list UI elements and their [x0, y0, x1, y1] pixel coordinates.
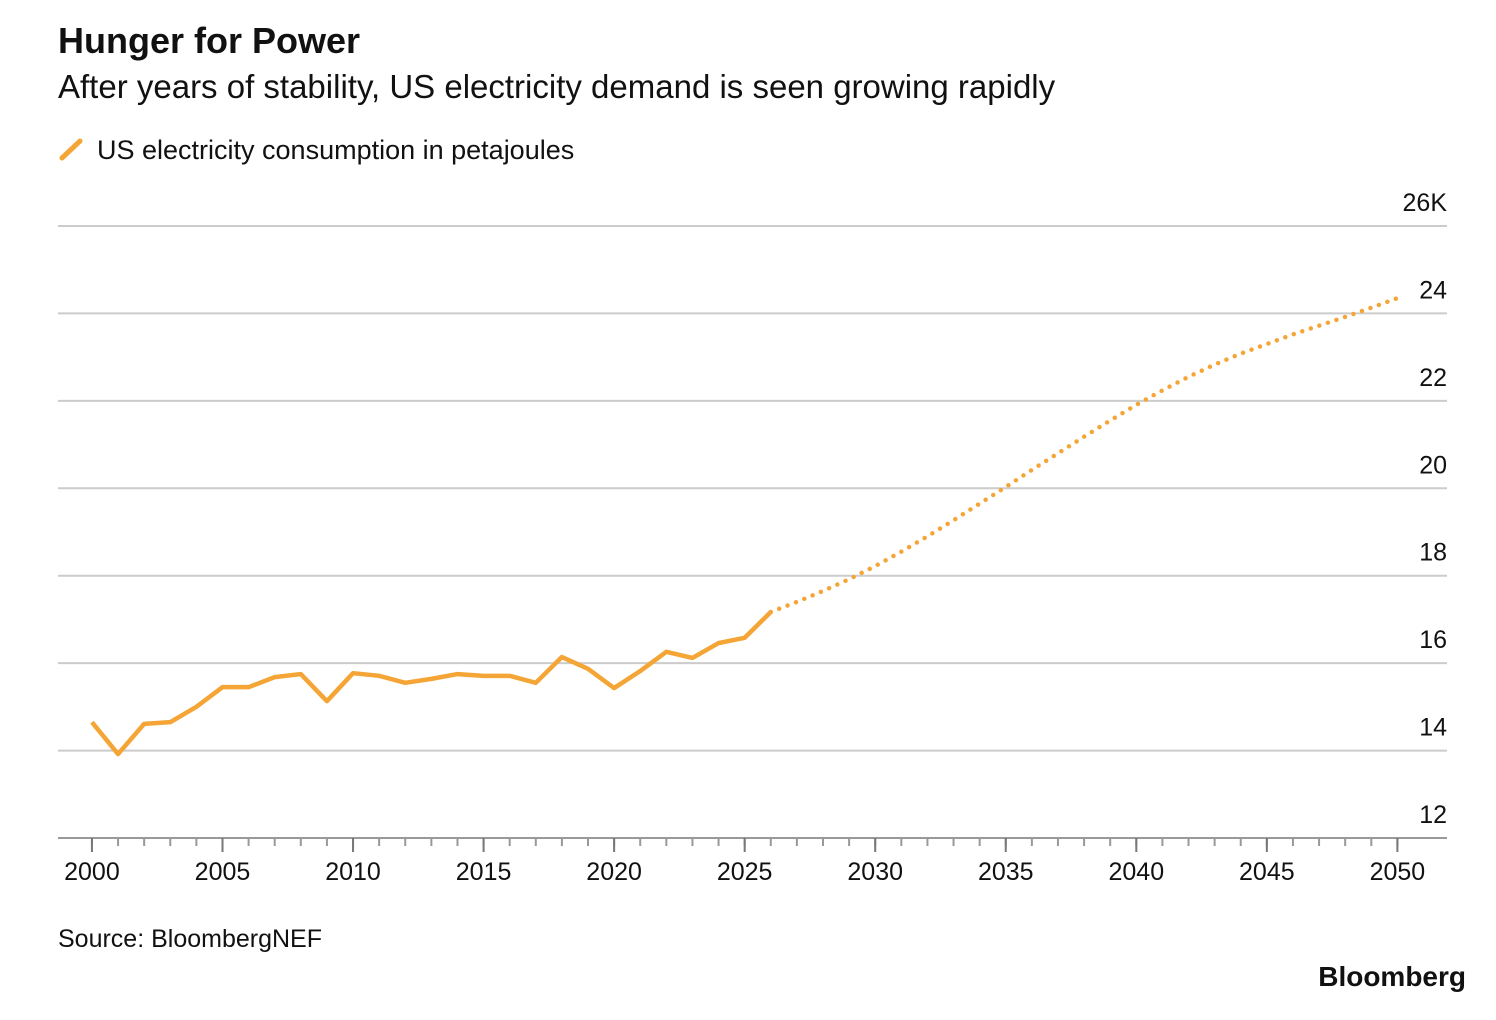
legend-label: US electricity consumption in petajoules	[97, 135, 574, 165]
brand-logo: Bloomberg	[1318, 961, 1466, 992]
y-tick-label: 16	[1419, 626, 1447, 654]
chart-subtitle: After years of stability, US electricity…	[58, 68, 1056, 105]
x-tick-label: 2000	[64, 858, 120, 886]
legend-swatch	[59, 138, 83, 161]
y-tick-label: 24	[1419, 276, 1447, 304]
y-tick-label: 22	[1419, 364, 1447, 392]
y-tick-label: 20	[1419, 451, 1447, 479]
projection-line	[768, 295, 1400, 615]
source: Source: BloombergNEF	[58, 925, 322, 953]
x-tick-label: 2010	[325, 858, 381, 886]
x-tick-label: 2040	[1108, 858, 1164, 886]
y-tick-label: 12	[1419, 801, 1447, 829]
x-tick-label: 2025	[717, 858, 773, 886]
x-tick-label: 2030	[847, 858, 903, 886]
x-tick-label: 2015	[456, 858, 512, 886]
x-tick-label: 2005	[195, 858, 251, 886]
y-tick-label: 14	[1419, 714, 1447, 742]
x-tick-label: 2020	[586, 858, 642, 886]
chart-title: Hunger for Power	[58, 20, 360, 61]
x-tick-label: 2050	[1370, 858, 1426, 886]
y-tick-label: 18	[1419, 539, 1447, 567]
x-tick-label: 2045	[1239, 858, 1295, 886]
y-tick-label: 26K	[1403, 189, 1448, 217]
data-line	[90, 610, 773, 757]
x-tick-label: 2035	[978, 858, 1034, 886]
